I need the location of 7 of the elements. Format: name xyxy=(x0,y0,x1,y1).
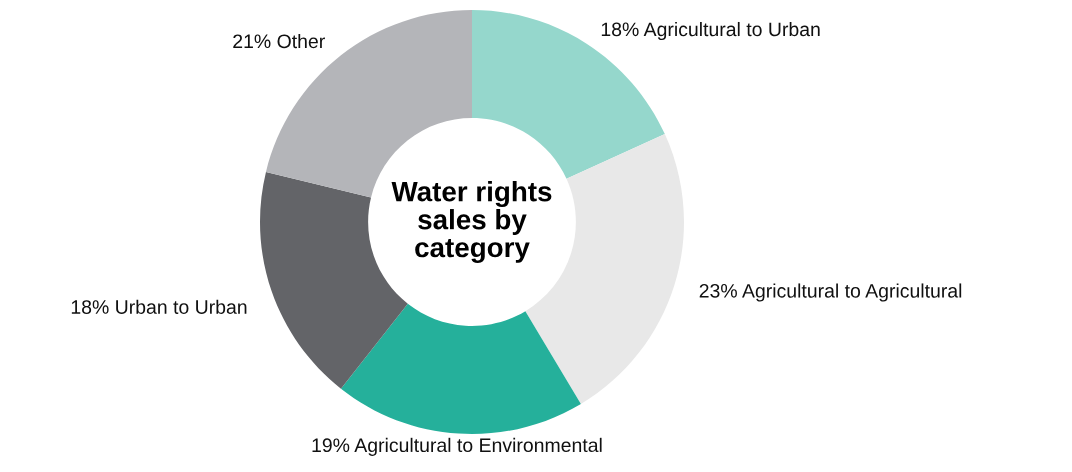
slice-label: 21% Other xyxy=(233,33,325,49)
slice-label: 18% Agricultural to Urban xyxy=(601,21,820,41)
slice-label: 18% Urban to Urban xyxy=(71,299,247,314)
slice-label: 23% Agricultural to Agricultural xyxy=(699,283,962,302)
text: Water rights sales by category xyxy=(391,181,552,263)
donut-slice xyxy=(340,303,581,434)
slice-label: 19% Agricultural to Environmental xyxy=(312,437,602,456)
